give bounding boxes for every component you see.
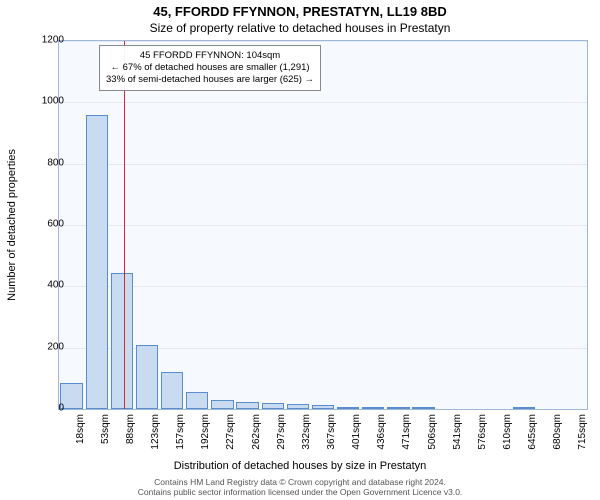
x-tick-label: 680sqm: [552, 414, 563, 462]
histogram-bar: [412, 407, 434, 409]
x-tick-label: 262sqm: [251, 414, 262, 462]
y-tick-label: 1000: [30, 96, 64, 107]
x-tick-label: 471sqm: [401, 414, 412, 462]
x-tick-label: 506sqm: [427, 414, 438, 462]
chart-title: 45, FFORDD FFYNNON, PRESTATYN, LL19 8BD: [0, 4, 600, 19]
annotation-line: 45 FFORDD FFYNNON: 104sqm: [106, 50, 314, 62]
x-tick-label: 88sqm: [125, 414, 136, 462]
x-tick-label: 297sqm: [276, 414, 287, 462]
histogram-bar: [211, 400, 233, 409]
y-axis-label: Number of detached properties: [6, 149, 18, 301]
x-tick-label: 53sqm: [100, 414, 111, 462]
histogram-bar: [262, 403, 284, 409]
annotation-line: 33% of semi-detached houses are larger (…: [106, 74, 314, 86]
x-tick-label: 401sqm: [351, 414, 362, 462]
annotation-box: 45 FFORDD FFYNNON: 104sqm ← 67% of detac…: [99, 45, 321, 91]
gridline: [59, 41, 587, 42]
gridline: [59, 225, 587, 226]
histogram-bar: [362, 407, 384, 409]
annotation-line: ← 67% of detached houses are smaller (1,…: [106, 62, 314, 74]
x-tick-label: 436sqm: [376, 414, 387, 462]
chart-container: 45, FFORDD FFYNNON, PRESTATYN, LL19 8BD …: [0, 0, 600, 500]
histogram-bar: [111, 273, 133, 409]
x-tick-label: 645sqm: [527, 414, 538, 462]
y-tick-label: 0: [30, 403, 64, 414]
y-tick-label: 600: [30, 219, 64, 230]
x-tick-label: 227sqm: [225, 414, 236, 462]
histogram-bar: [387, 407, 409, 409]
y-tick-label: 800: [30, 157, 64, 168]
x-tick-label: 123sqm: [150, 414, 161, 462]
plot-area: 45 FFORDD FFYNNON: 104sqm ← 67% of detac…: [58, 40, 588, 410]
histogram-bar: [287, 404, 309, 409]
histogram-bar: [513, 407, 535, 409]
histogram-bar: [86, 115, 108, 409]
x-tick-label: 332sqm: [301, 414, 312, 462]
histogram-bar: [186, 392, 208, 409]
gridline: [59, 164, 587, 165]
y-tick-label: 200: [30, 341, 64, 352]
x-tick-label: 367sqm: [326, 414, 337, 462]
chart-subtitle: Size of property relative to detached ho…: [0, 21, 600, 35]
gridline: [59, 286, 587, 287]
x-tick-label: 576sqm: [477, 414, 488, 462]
y-tick-label: 400: [30, 280, 64, 291]
property-marker-line: [124, 41, 125, 409]
x-tick-label: 18sqm: [75, 414, 86, 462]
y-tick-label: 1200: [30, 35, 64, 46]
gridline: [59, 102, 587, 103]
x-tick-label: 157sqm: [175, 414, 186, 462]
histogram-bar: [161, 372, 183, 409]
histogram-bar: [337, 407, 359, 409]
x-tick-label: 610sqm: [502, 414, 513, 462]
footer-line: Contains public sector information licen…: [138, 487, 463, 497]
footer-text: Contains HM Land Registry data © Crown c…: [0, 477, 600, 498]
histogram-bar: [312, 405, 334, 409]
x-tick-label: 541sqm: [452, 414, 463, 462]
x-tick-label: 192sqm: [200, 414, 211, 462]
histogram-bar: [136, 345, 158, 409]
histogram-bar: [236, 402, 258, 409]
footer-line: Contains HM Land Registry data © Crown c…: [154, 477, 446, 487]
x-tick-label: 715sqm: [577, 414, 588, 462]
